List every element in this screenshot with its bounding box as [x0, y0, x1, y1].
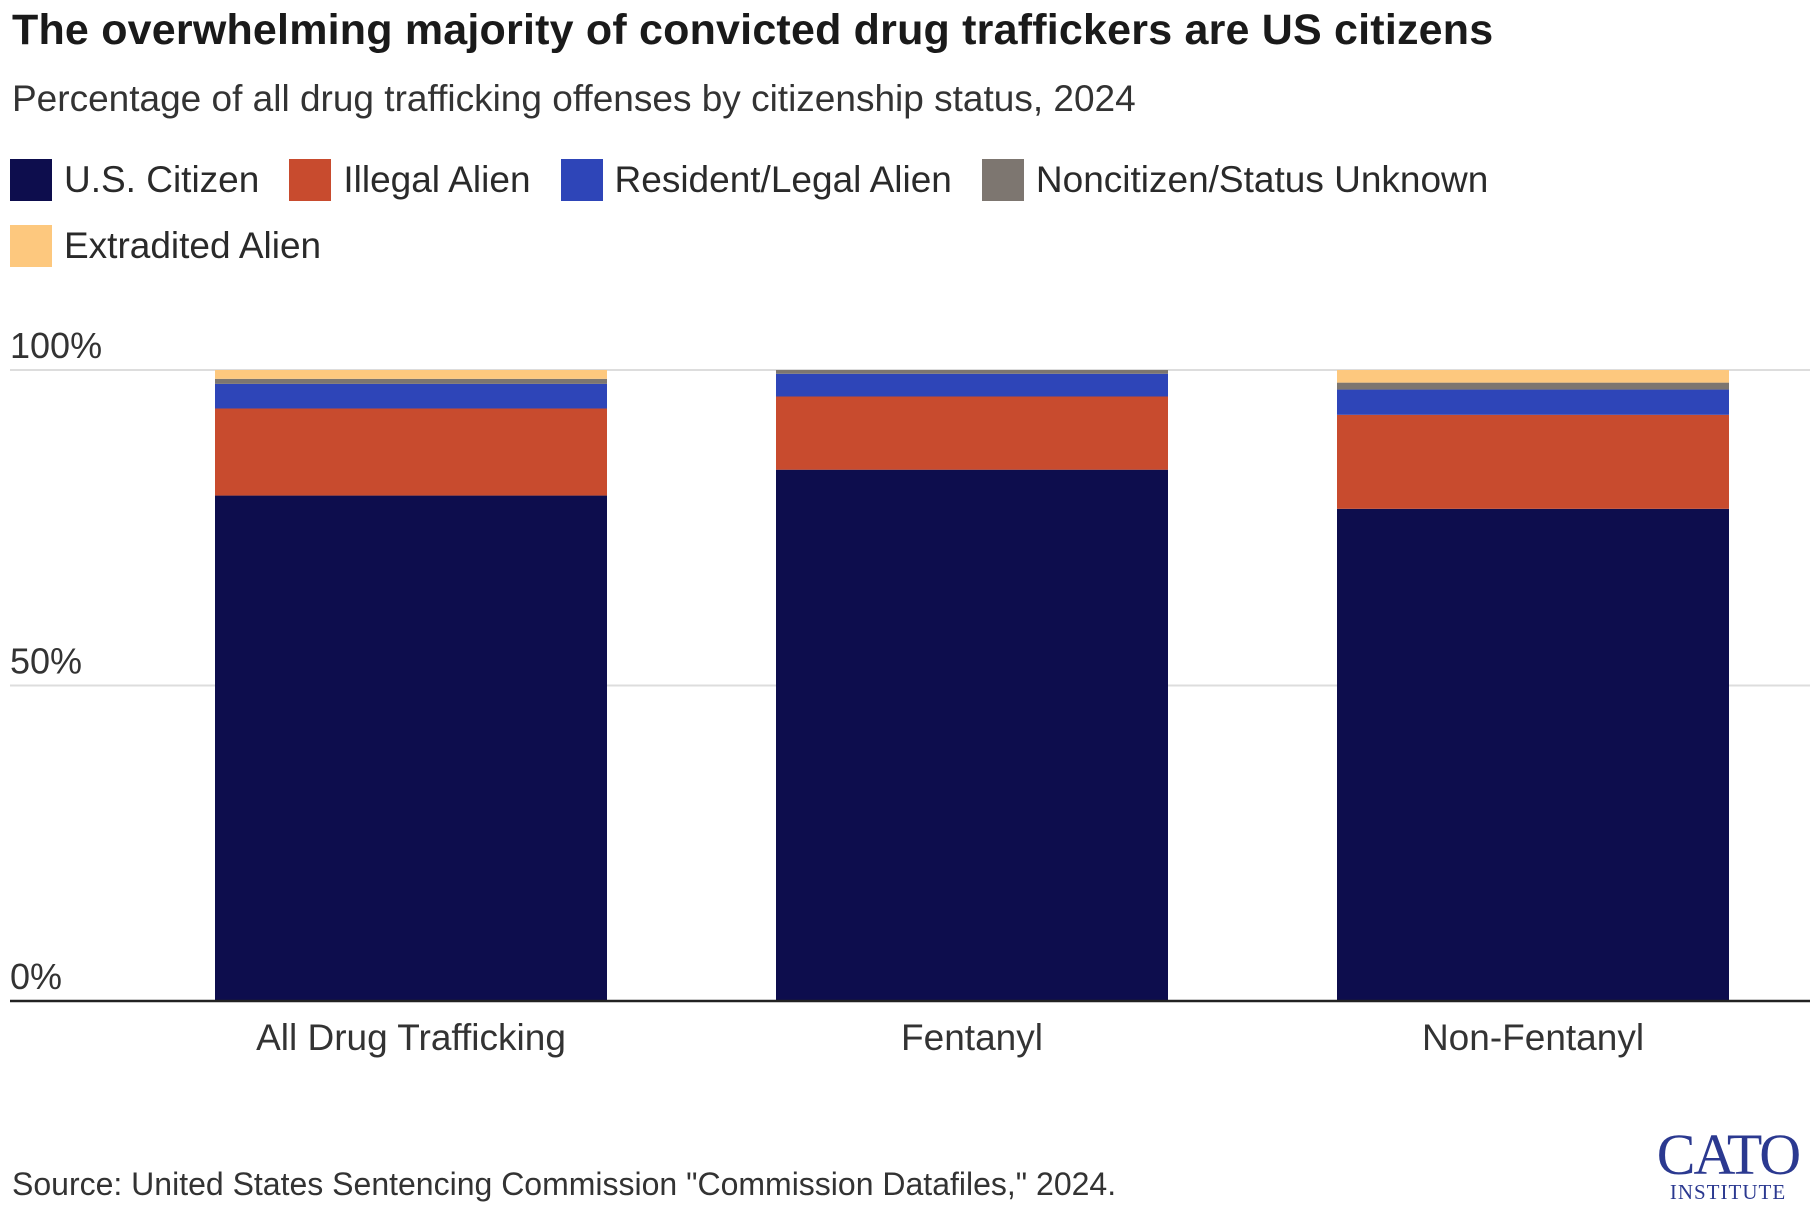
- source-note: Source: United States Sentencing Commiss…: [12, 1166, 1117, 1202]
- bar-all-drug-trafficking-noncitizen-status-unknown: [215, 378, 607, 384]
- bar-non-fentanyl-resident-legal-alien: [1337, 389, 1729, 415]
- bar-all-drug-trafficking-resident-legal-alien: [215, 383, 607, 409]
- y-tick-label-50: 50%: [10, 641, 82, 682]
- legend-swatch-us-citizen: [10, 159, 52, 201]
- legend-label-illegal-alien: Illegal Alien: [343, 159, 531, 200]
- bar-fentanyl-u-s-citizen: [776, 469, 1168, 1001]
- bar-non-fentanyl-illegal-alien: [1337, 414, 1729, 509]
- bar-fentanyl-illegal-alien: [776, 396, 1168, 470]
- bar-non-fentanyl-u-s-citizen: [1337, 508, 1729, 1001]
- x-tick-label-fentanyl: Fentanyl: [901, 1017, 1043, 1058]
- chart-title: The overwhelming majority of convicted d…: [12, 6, 1494, 54]
- legend-item-illegal-alien: Illegal Alien: [289, 156, 531, 204]
- bar-non-fentanyl-extradited-alien: [1337, 370, 1729, 383]
- bar-non-fentanyl-noncitizen-status-unknown: [1337, 382, 1729, 390]
- legend-label-us-citizen: U.S. Citizen: [64, 159, 260, 200]
- legend-swatch-illegal-alien: [289, 159, 332, 201]
- bar-all-drug-trafficking-illegal-alien: [215, 408, 607, 496]
- logo-sub: INSTITUTE: [1669, 1180, 1787, 1204]
- legend: U.S. Citizen Illegal Alien Resident/Lega…: [10, 156, 1690, 270]
- legend-item-extradited-alien: Extradited Alien: [10, 222, 321, 270]
- legend-item-noncitizen-unknown: Noncitizen/Status Unknown: [981, 156, 1489, 204]
- legend-label-noncitizen-unknown: Noncitizen/Status Unknown: [1035, 159, 1489, 200]
- legend-swatch-resident-legal-alien: [560, 159, 603, 201]
- axis-labels: 0% 50% 100% All Drug Trafficking Fentanyl Non…: [10, 325, 1810, 1058]
- legend-label-extradited-alien: Extradited Alien: [64, 225, 322, 266]
- legend-item-resident-legal-alien: Resident/Legal Alien: [560, 156, 952, 204]
- x-tick-label-all-drug-trafficking: All Drug Trafficking: [256, 1017, 566, 1058]
- y-tick-label-100: 100%: [10, 325, 102, 366]
- legend-label-resident-legal-alien: Resident/Legal Alien: [614, 159, 952, 200]
- legend-item-us-citizen: U.S. Citizen: [10, 156, 259, 204]
- chart-subtitle: Percentage of all drug trafficking offen…: [12, 78, 1136, 119]
- logo-word: CATO: [1656, 1122, 1801, 1187]
- cato-institute-logo: CATO INSTITUTE: [1648, 1126, 1808, 1203]
- bar-fentanyl-resident-legal-alien: [776, 373, 1168, 397]
- bar-fentanyl-noncitizen-status-unknown: [776, 370, 1168, 374]
- legend-swatch-extradited-alien: [10, 225, 52, 267]
- legend-swatch-noncitizen-unknown: [981, 159, 1024, 201]
- x-tick-label-non-fentanyl: Non-Fentanyl: [1422, 1017, 1644, 1058]
- bar-all-drug-trafficking-extradited-alien: [215, 370, 607, 379]
- bar-all-drug-trafficking-u-s-citizen: [215, 495, 607, 1001]
- bars: [215, 370, 1729, 1001]
- y-tick-label-0: 0%: [10, 956, 62, 997]
